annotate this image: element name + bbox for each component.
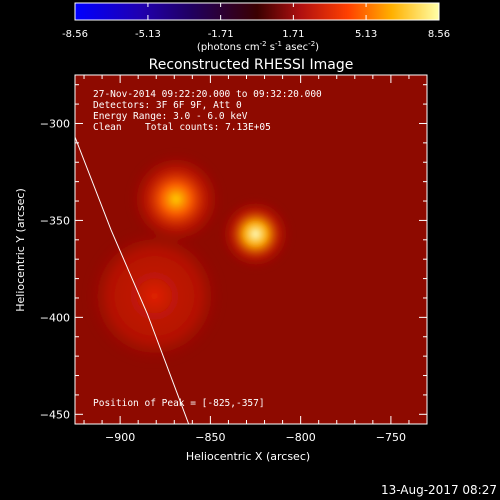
colorbar-tick-label: -5.13 bbox=[135, 29, 161, 40]
y-tick-label: −450 bbox=[40, 408, 70, 421]
chart-title: Reconstructed RHESSI Image bbox=[149, 57, 354, 73]
colorbar-tick-label: -1.71 bbox=[208, 29, 234, 40]
annotation-energy: Energy Range: 3.0 - 6.0 keV bbox=[93, 111, 248, 122]
colorbar bbox=[74, 2, 440, 21]
footer-date: 13-Aug-2017 08:27 bbox=[381, 483, 497, 497]
plot-frame bbox=[74, 74, 428, 425]
x-tick-label: −800 bbox=[286, 431, 316, 444]
y-axis-label: Heliocentric Y (arcsec) bbox=[14, 188, 27, 312]
y-axis-ticks: −300 −350 −400 −450 bbox=[40, 84, 427, 421]
x-tick-label: −850 bbox=[195, 431, 225, 444]
annotation-time-range: 27-Nov-2014 09:22:20.000 to 09:32:20.000 bbox=[93, 89, 322, 100]
colorbar-tick-label: 1.71 bbox=[282, 29, 304, 40]
x-tick-label: −900 bbox=[105, 431, 135, 444]
annotation-detectors: Detectors: 3F 6F 9F, Att 0 bbox=[93, 100, 242, 111]
y-tick-label: −350 bbox=[40, 214, 70, 227]
emission-source bbox=[217, 196, 294, 272]
colorbar-tick-label: 8.56 bbox=[428, 29, 450, 40]
colorbar-tick-label: -8.56 bbox=[62, 29, 88, 40]
solar-limb-line bbox=[75, 136, 190, 424]
y-tick-label: −400 bbox=[40, 311, 70, 324]
colorbar-units: (photons cm-2 s-1 asec-2) bbox=[197, 40, 319, 53]
annotation-method: Clean bbox=[93, 122, 122, 133]
colorbar-ticks: -8.56 -5.13 -1.71 1.71 5.13 8.56 bbox=[62, 3, 450, 40]
colorbar-tick-label: 5.13 bbox=[355, 29, 377, 40]
x-tick-label: −750 bbox=[376, 431, 406, 444]
emission-source bbox=[127, 150, 225, 248]
x-axis-label: Heliocentric X (arcsec) bbox=[186, 450, 310, 463]
annotation-peak: Position of Peak = [-825,-357] bbox=[93, 398, 265, 409]
y-tick-label: −300 bbox=[40, 117, 70, 130]
x-axis-ticks: −900 −850 −800 −750 bbox=[83, 75, 428, 444]
emission-source bbox=[84, 225, 225, 367]
annotation-counts: Total counts: 7.13E+05 bbox=[145, 122, 271, 133]
